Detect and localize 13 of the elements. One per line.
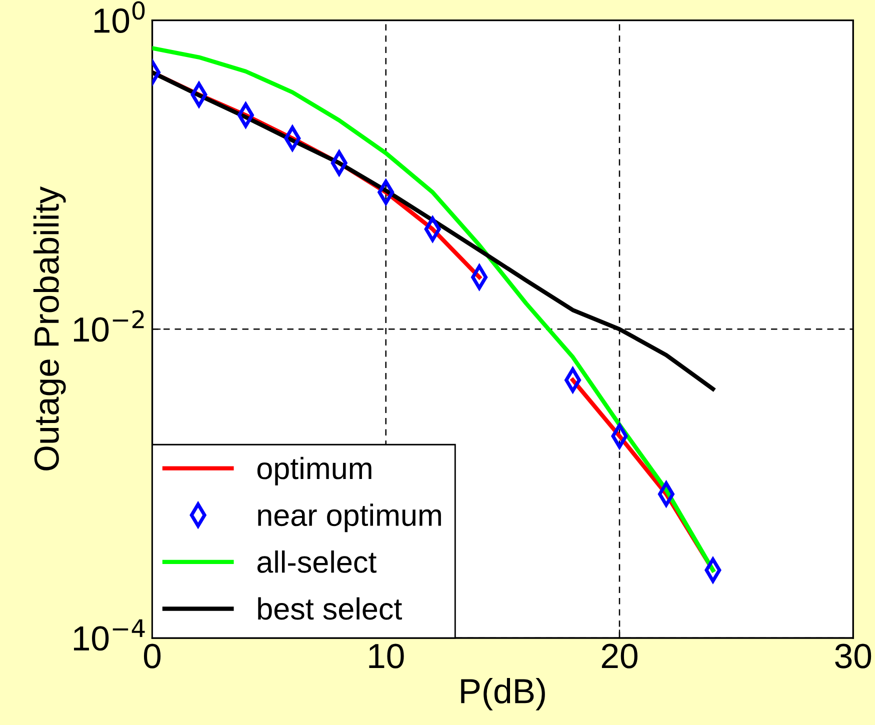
y-tick-label: 10$^{0}$ [94,1,145,33]
legend-label: optimum [257,456,372,486]
x-tick-label: 0 [144,644,161,668]
x-tick-label: 10 [369,644,404,668]
legend-label: near optimum [258,504,441,532]
y-tick-label: 10$^{−2}$ [74,310,144,342]
legend-label: all-select [257,550,376,573]
x-axis-title: P(dB) [461,678,545,710]
y-axis-title: Outage Probability [33,186,66,470]
y-tick-label: 10$^{−4}$ [74,619,145,651]
x-tick-label: 20 [602,644,638,668]
legend-label: best select [258,597,402,620]
x-tick-label: 30 [835,644,872,668]
